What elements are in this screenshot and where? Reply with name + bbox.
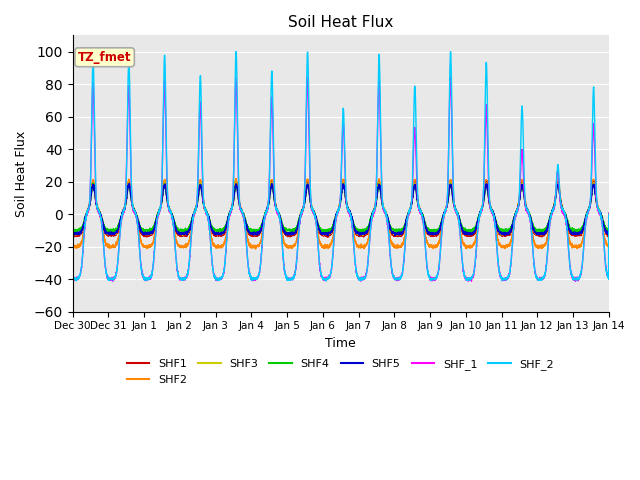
SHF2: [252, 246, 259, 252]
Legend: SHF1, SHF2, SHF3, SHF4, SHF5, SHF_1, SHF_2: SHF1, SHF2, SHF3, SHF4, SHF5, SHF_1, SHF…: [123, 355, 559, 389]
SHF2: [232, 176, 240, 181]
SHF2: [492, 221, 499, 227]
SHF4: [321, 228, 328, 234]
SHF5: [461, 230, 468, 236]
SHF_1: [572, 278, 579, 284]
SHF2: [604, 243, 612, 249]
SHF2: [461, 242, 468, 248]
SHF2: [321, 243, 328, 249]
Y-axis label: Soil Heat Flux: Soil Heat Flux: [15, 131, 28, 216]
SHF_1: [605, 211, 612, 216]
SHF_1: [492, 222, 499, 228]
X-axis label: Time: Time: [325, 337, 356, 350]
SHF3: [431, 229, 439, 235]
SHF4: [165, 206, 173, 212]
SHF4: [90, 180, 97, 186]
SHF5: [321, 231, 328, 237]
Line: SHF3: SHF3: [72, 182, 609, 236]
SHF5: [68, 230, 76, 236]
SHF4: [461, 228, 468, 234]
SHF3: [461, 230, 468, 236]
SHF4: [68, 228, 76, 233]
SHF5: [125, 180, 133, 186]
SHF_1: [447, 74, 454, 80]
SHF5: [605, 212, 612, 217]
SHF1: [461, 233, 468, 239]
SHF_1: [431, 277, 439, 283]
SHF4: [427, 230, 435, 236]
SHF3: [321, 231, 328, 237]
SHF1: [68, 232, 76, 238]
SHF2: [431, 242, 439, 248]
SHF_2: [165, 206, 173, 212]
SHF4: [492, 217, 499, 223]
SHF_1: [165, 206, 173, 212]
SHF_2: [232, 48, 240, 54]
SHF_2: [321, 276, 328, 282]
SHF1: [321, 233, 328, 239]
SHF5: [431, 231, 439, 237]
SHF_2: [431, 276, 439, 282]
SHF5: [604, 230, 612, 236]
Line: SHF1: SHF1: [72, 181, 609, 237]
SHF5: [70, 233, 77, 239]
Line: SHF_2: SHF_2: [72, 51, 609, 281]
SHF_2: [605, 211, 612, 217]
SHF_1: [321, 276, 328, 281]
SHF5: [165, 206, 173, 212]
SHF_2: [68, 277, 76, 283]
SHF1: [165, 204, 173, 210]
SHF_2: [492, 223, 499, 229]
Line: SHF_1: SHF_1: [72, 77, 609, 281]
SHF2: [68, 241, 76, 247]
SHF4: [604, 228, 612, 234]
Line: SHF2: SHF2: [72, 179, 609, 249]
SHF1: [324, 234, 332, 240]
SHF3: [359, 233, 367, 239]
SHF3: [68, 231, 76, 237]
SHF_1: [604, 273, 612, 278]
SHF1: [605, 211, 612, 216]
Line: SHF5: SHF5: [72, 183, 609, 236]
SHF4: [605, 211, 612, 217]
SHF4: [431, 228, 439, 234]
Text: TZ_fmet: TZ_fmet: [78, 51, 131, 64]
SHF3: [492, 218, 499, 224]
SHF1: [604, 233, 612, 239]
SHF3: [604, 230, 612, 236]
SHF1: [492, 217, 499, 223]
Line: SHF4: SHF4: [72, 183, 609, 233]
SHF_2: [322, 278, 330, 284]
SHF_1: [461, 273, 468, 278]
SHF_1: [68, 277, 76, 283]
SHF3: [268, 179, 276, 185]
SHF2: [605, 212, 612, 217]
SHF3: [165, 204, 173, 210]
Title: Soil Heat Flux: Soil Heat Flux: [288, 15, 394, 30]
SHF1: [483, 179, 490, 184]
SHF2: [165, 205, 173, 211]
SHF_2: [604, 275, 612, 281]
SHF5: [492, 218, 499, 224]
SHF_2: [461, 274, 468, 279]
SHF1: [431, 233, 439, 239]
SHF3: [605, 213, 612, 218]
